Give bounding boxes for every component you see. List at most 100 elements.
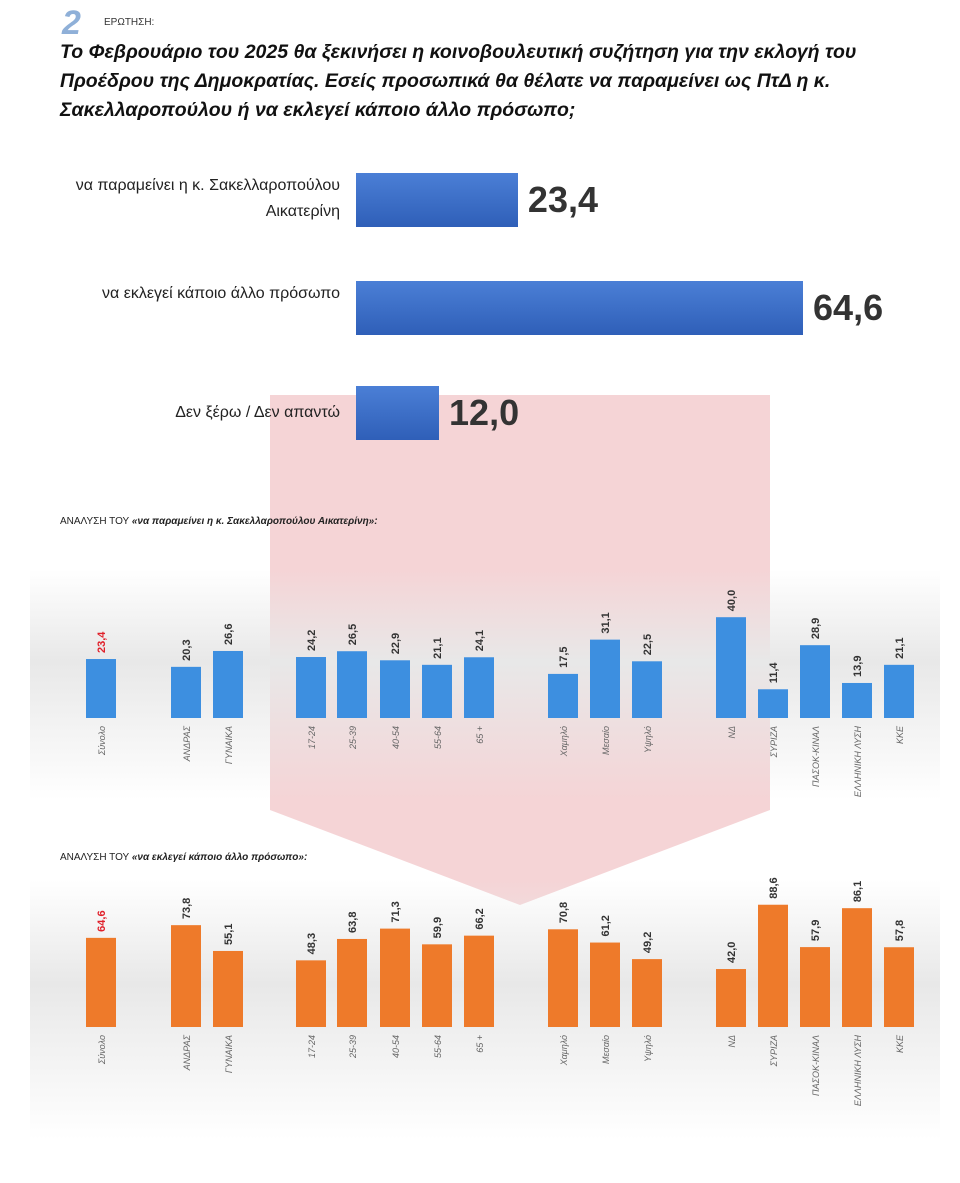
value-label: 59,9: [432, 917, 444, 938]
value-label: 42,0: [726, 942, 738, 963]
bar: [590, 942, 620, 1027]
value-label: 55,1: [223, 924, 235, 945]
category-label: 40-54: [391, 726, 401, 749]
main-bar: [356, 281, 804, 335]
value-label: 13,9: [852, 656, 864, 677]
main-value-label: 64,6: [813, 287, 884, 328]
value-label: 63,8: [347, 912, 359, 933]
category-label: ΣΥΡΙΖΑ: [769, 1035, 779, 1067]
value-label: 86,1: [852, 881, 864, 902]
bar: [337, 651, 367, 718]
bar: [464, 935, 494, 1027]
value-label: 21,1: [432, 637, 444, 658]
category-label: Σύνολο: [97, 726, 107, 756]
category-label: ΑΝΔΡΑΣ: [182, 725, 192, 762]
category-label: ΣΥΡΙΖΑ: [769, 726, 779, 758]
main-category-label: να εκλεγεί κάποιο άλλο πρόσωπο: [102, 285, 340, 302]
bar: [171, 666, 201, 718]
category-label: ΕΛΛΗΝΙΚΗ ΛΥΣΗ: [853, 1035, 863, 1107]
category-label: ΚΚΕ: [895, 1034, 905, 1053]
value-label: 26,6: [223, 624, 235, 645]
bar: [380, 928, 410, 1027]
main-value-label: 23,4: [527, 179, 598, 220]
bar: [590, 639, 620, 718]
bar: [380, 660, 410, 718]
value-label: 64,6: [96, 910, 108, 931]
category-label: Σύνολο: [97, 1035, 107, 1065]
value-label: 26,5: [347, 624, 359, 645]
bar: [716, 969, 746, 1027]
value-label: 22,5: [642, 634, 654, 655]
value-label: 17,5: [558, 646, 570, 667]
category-label: ΠΑΣΟΚ-ΚΙΝΑΛ: [811, 1035, 821, 1096]
category-label: 65 +: [475, 726, 485, 744]
value-label: 49,2: [642, 932, 654, 953]
bar: [171, 925, 201, 1027]
bar: [213, 950, 243, 1027]
bar: [842, 682, 872, 718]
bar: [800, 947, 830, 1027]
value-label: 20,3: [181, 639, 193, 660]
value-label: 21,1: [894, 637, 906, 658]
category-label: ΚΚΕ: [895, 725, 905, 744]
bar: [716, 617, 746, 718]
bar: [758, 689, 788, 718]
value-label: 73,8: [181, 898, 193, 919]
main-bar: [356, 386, 440, 440]
question-label: ΕΡΩΤΗΣΗ:: [104, 17, 155, 28]
bar: [548, 673, 578, 718]
value-label: 11,4: [768, 662, 780, 684]
category-label: 17-24: [307, 1035, 317, 1058]
bar: [296, 657, 326, 718]
category-label: Μεσαίο: [601, 726, 611, 755]
bar: [422, 944, 452, 1027]
bar: [884, 947, 914, 1027]
bar: [422, 664, 452, 718]
main-value-label: 12,0: [449, 392, 520, 433]
category-label: 55-64: [433, 726, 443, 749]
bar: [884, 664, 914, 718]
category-label: 55-64: [433, 1035, 443, 1058]
category-label: ΝΔ: [727, 726, 737, 739]
category-label: 25-39: [348, 726, 358, 750]
category-label: Υψηλό: [643, 1035, 653, 1062]
bar: [758, 904, 788, 1027]
category-label: ΝΔ: [727, 1035, 737, 1048]
bar: [296, 960, 326, 1027]
value-label: 57,9: [810, 920, 822, 941]
question-number: 2: [62, 4, 81, 42]
bar: [213, 650, 243, 718]
main-category-label: να παραμείνει η κ. Σακελλαροπούλου Αικατ…: [75, 177, 340, 220]
category-label: 65 +: [475, 1035, 485, 1053]
category-label: 17-24: [307, 726, 317, 749]
bar: [548, 929, 578, 1027]
value-label: 31,1: [600, 612, 612, 633]
value-label: 40,0: [726, 590, 738, 611]
bar: [86, 659, 116, 718]
category-label: ΓΥΝΑΙΚΑ: [224, 726, 234, 764]
value-label: 24,1: [474, 630, 486, 651]
value-label: 48,3: [306, 933, 318, 954]
category-label: ΓΥΝΑΙΚΑ: [224, 1035, 234, 1073]
main-bar: [356, 173, 518, 227]
value-label: 24,2: [306, 630, 318, 651]
value-label: 61,2: [600, 915, 612, 936]
bar: [632, 959, 662, 1027]
category-label: ΕΛΛΗΝΙΚΗ ΛΥΣΗ: [853, 726, 863, 798]
category-label: ΠΑΣΟΚ-ΚΙΝΑΛ: [811, 726, 821, 787]
value-label: 57,8: [894, 920, 906, 941]
question-text: Το Φεβρουάριο του 2025 θα ξεκινήσει η κο…: [60, 41, 857, 121]
breakdown-1-title: ΑΝΑΛΥΣΗ ΤΟΥ «να παραμείνει η κ. Σακελλαρ…: [60, 516, 378, 527]
value-label: 71,3: [390, 901, 402, 922]
breakdown-chart-stay: 23,4 Σύνολο 20,3 ΑΝΔΡΑΣ 26,6 ΓΥΝΑΙΚΑ 24,2 17-24…: [86, 590, 914, 798]
bar: [464, 657, 494, 718]
value-label: 70,8: [558, 902, 570, 923]
category-label: 40-54: [391, 1035, 401, 1058]
category-label: Υψηλό: [643, 726, 653, 753]
bar: [337, 938, 367, 1027]
bar: [632, 661, 662, 718]
category-label: ΑΝΔΡΑΣ: [182, 1034, 192, 1071]
breakdown-chart-other: 64,6 Σύνολο 73,8 ΑΝΔΡΑΣ 55,1 ΓΥΝΑΙΚΑ 48,3 17-24…: [86, 877, 914, 1107]
main-category-label: Δεν ξέρω / Δεν απαντώ: [175, 404, 340, 421]
